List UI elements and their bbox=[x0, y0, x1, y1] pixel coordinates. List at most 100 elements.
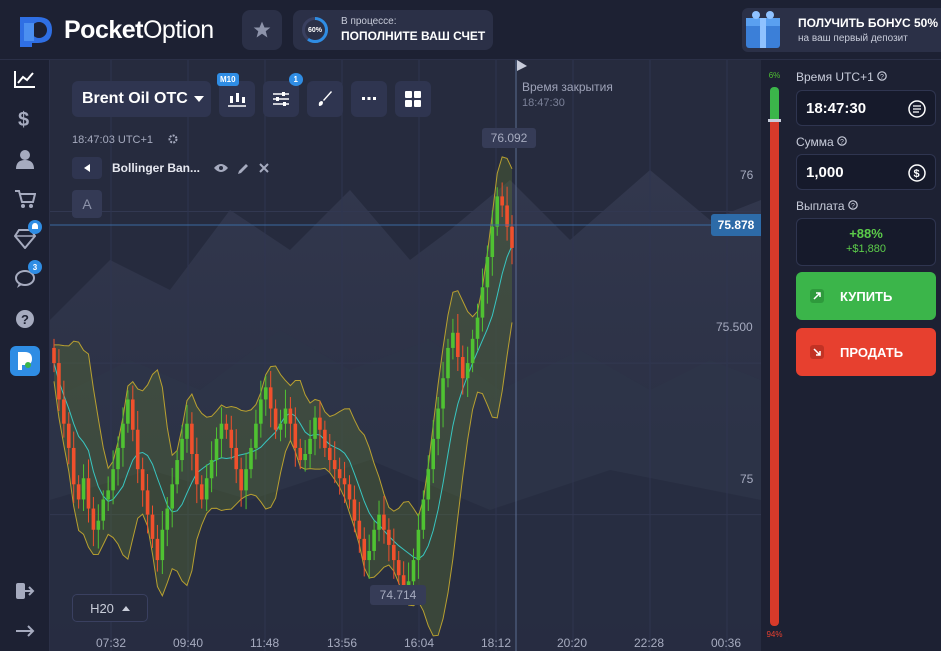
indicators-button[interactable]: 1 bbox=[263, 73, 303, 117]
svg-text:?: ? bbox=[880, 74, 884, 81]
logo[interactable]: PocketOption bbox=[18, 13, 214, 47]
drawing-tools-button[interactable] bbox=[307, 81, 343, 117]
candle bbox=[111, 469, 115, 491]
candle bbox=[86, 478, 91, 509]
logout-icon bbox=[16, 583, 35, 599]
candle bbox=[185, 423, 189, 439]
chat-badge: 3 bbox=[28, 260, 42, 274]
candle bbox=[313, 417, 317, 439]
svg-text:?: ? bbox=[840, 139, 844, 146]
candle bbox=[372, 529, 376, 551]
sidebar-item-trading[interactable] bbox=[12, 66, 38, 92]
timeframe-badge: M10 bbox=[217, 73, 239, 86]
chevron-up-icon bbox=[121, 605, 130, 611]
bell-icon bbox=[32, 223, 38, 229]
svg-text:?: ? bbox=[21, 312, 29, 327]
candle bbox=[298, 447, 303, 461]
candle bbox=[485, 257, 490, 288]
arrow-down-right-icon bbox=[810, 345, 824, 359]
candle bbox=[510, 226, 514, 248]
mountain-background bbox=[50, 170, 761, 651]
sidebar-item-finance[interactable]: $ bbox=[12, 106, 38, 132]
sell-button[interactable]: ПРОДАТЬ bbox=[796, 328, 936, 376]
text-tool-button[interactable]: A bbox=[72, 190, 102, 218]
candle bbox=[170, 484, 174, 509]
timeframe-selector[interactable]: H20 bbox=[72, 594, 148, 622]
candle bbox=[195, 454, 199, 485]
bollinger-middle bbox=[53, 245, 513, 560]
pencil-icon[interactable] bbox=[238, 163, 249, 174]
candle bbox=[362, 538, 367, 561]
asset-selector[interactable]: Brent Oil OTC bbox=[72, 81, 211, 117]
indicator-name: Bollinger Ban... bbox=[112, 161, 201, 175]
bonus-subtitle: на ваш первый депозит bbox=[798, 33, 908, 44]
sentiment-down-pct: 94% bbox=[766, 630, 783, 639]
candle bbox=[244, 469, 248, 491]
candle bbox=[382, 514, 386, 530]
coin-icon[interactable]: $ bbox=[908, 164, 926, 182]
candle bbox=[116, 447, 120, 470]
chart-area[interactable]: Brent Oil OTC M10 1 18:47:03 UTC+1 Bolli… bbox=[50, 60, 761, 651]
bonus-banner[interactable]: ПОЛУЧИТЬ БОНУС 50% на ваш первый депозит bbox=[742, 8, 941, 52]
user-icon bbox=[16, 150, 34, 169]
sidebar-item-profile[interactable] bbox=[12, 146, 38, 172]
collapse-indicators-button[interactable] bbox=[72, 157, 102, 179]
expiry-time-field[interactable]: 18:47:30 bbox=[796, 90, 936, 126]
sentiment-up-pct: 6% bbox=[768, 71, 781, 80]
candlestick-chart[interactable] bbox=[50, 60, 761, 651]
candle bbox=[283, 408, 288, 424]
close-icon[interactable] bbox=[259, 163, 269, 173]
low-price-label: 74.714 bbox=[370, 585, 426, 605]
arrow-up-right-icon bbox=[810, 289, 824, 303]
amount-label: Сумма ? bbox=[796, 135, 847, 149]
expand-sidebar-button[interactable] bbox=[12, 618, 38, 644]
top-bar: PocketOption 60% В процессе: ПОПОЛНИТЕ В… bbox=[0, 0, 941, 60]
sidebar-item-help[interactable]: ? bbox=[12, 306, 38, 332]
chevron-down-icon bbox=[193, 96, 204, 102]
time-tick: 11:48 bbox=[250, 636, 280, 650]
candle bbox=[121, 423, 125, 448]
candle bbox=[441, 378, 445, 409]
favorites-button[interactable] bbox=[242, 10, 282, 50]
sidebar-item-market[interactable] bbox=[12, 186, 38, 212]
time-tick: 18:12 bbox=[481, 636, 512, 650]
high-price-label: 76.092 bbox=[482, 128, 536, 148]
expiry-time: 18:47:30 bbox=[522, 97, 565, 109]
buy-button[interactable]: КУПИТЬ bbox=[796, 272, 936, 320]
amount-field[interactable]: 1,000 $ bbox=[796, 154, 936, 190]
help-icon[interactable]: ? bbox=[848, 200, 858, 210]
help-icon[interactable]: ? bbox=[837, 136, 847, 146]
clock-icon[interactable] bbox=[908, 100, 926, 118]
chart-type-button[interactable]: M10 bbox=[217, 73, 255, 117]
sidebar-item-chat[interactable]: 3 bbox=[12, 260, 42, 292]
candle bbox=[446, 347, 450, 379]
candle bbox=[323, 429, 327, 448]
candle bbox=[421, 499, 426, 530]
layout-button[interactable] bbox=[395, 81, 431, 117]
progress-action: ПОПОЛНИТЕ ВАШ СЧЕТ bbox=[341, 29, 486, 43]
candle bbox=[426, 469, 431, 500]
candle bbox=[347, 484, 352, 500]
chart-line-icon bbox=[14, 71, 35, 88]
more-button[interactable] bbox=[351, 81, 387, 117]
eye-icon[interactable] bbox=[214, 163, 228, 173]
settings-icon[interactable] bbox=[168, 134, 178, 144]
deposit-progress[interactable]: 60% В процессе: ПОПОЛНИТЕ ВАШ СЧЕТ bbox=[293, 10, 493, 50]
sidebar-item-achievements[interactable] bbox=[12, 220, 42, 252]
candle bbox=[180, 438, 184, 461]
candle bbox=[327, 447, 332, 461]
candle bbox=[160, 529, 165, 561]
candle bbox=[165, 508, 170, 530]
time-tick: 20:20 bbox=[557, 636, 588, 650]
server-time: 18:47:03 UTC+1 bbox=[72, 134, 178, 146]
help-icon[interactable]: ? bbox=[877, 71, 887, 81]
gift-icon bbox=[746, 11, 780, 48]
time-tick: 22:28 bbox=[634, 636, 665, 650]
time-tick: 00:36 bbox=[711, 636, 742, 650]
expiry-label: Время закрытия bbox=[522, 80, 613, 94]
candle bbox=[263, 387, 268, 400]
logout-button[interactable] bbox=[12, 578, 38, 604]
sidebar-item-app[interactable] bbox=[10, 346, 40, 376]
candle bbox=[150, 514, 155, 539]
time-tick: 09:40 bbox=[173, 636, 204, 650]
